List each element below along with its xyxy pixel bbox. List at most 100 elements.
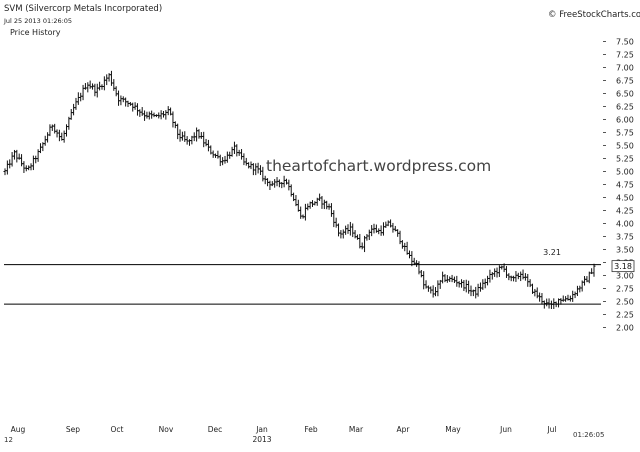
ohlc-bar <box>370 225 374 237</box>
ohlc-bar <box>476 283 480 297</box>
ohlc-bar <box>303 203 307 221</box>
last-value-badge <box>611 260 635 273</box>
ohlc-bar <box>500 265 504 270</box>
ohlc-bar <box>379 225 383 236</box>
ohlc-bar <box>17 153 21 160</box>
copyright-label: © FreeStockCharts.com <box>548 10 640 20</box>
ohlc-bar <box>318 193 322 201</box>
y-tick-label: 4.50 <box>616 194 634 203</box>
ohlc-bar <box>268 180 272 191</box>
ohlc-bar <box>519 271 523 282</box>
ohlc-bar <box>225 151 229 163</box>
y-tick-label: 5.75 <box>616 129 634 138</box>
ohlc-bar <box>112 79 116 91</box>
ohlc-bar <box>218 154 222 167</box>
x-tick-label: May <box>445 425 461 434</box>
y-tick-label: 5.50 <box>616 142 634 151</box>
ohlc-bar <box>360 242 364 250</box>
ohlc-bar <box>74 97 78 110</box>
ohlc-bar <box>81 84 85 101</box>
ohlc-bar <box>251 163 255 176</box>
ohlc-bar <box>575 285 579 297</box>
ohlc-bar <box>426 285 430 292</box>
ohlc-bar <box>571 290 575 302</box>
ohlc-bar <box>195 127 199 142</box>
annotation-label: 3.21 <box>543 248 561 257</box>
annotations: 3.21 3.18 <box>543 248 635 273</box>
ohlc-bar <box>337 223 341 237</box>
ohlc-bar <box>462 280 466 292</box>
x-tick-label: Feb <box>304 425 318 434</box>
y-tick-label: 2.25 <box>616 311 634 320</box>
last-value-label: 3.18 <box>614 262 632 271</box>
ohlc-bar <box>3 168 7 176</box>
ohlc-bar <box>176 123 180 140</box>
ohlc-bar <box>450 274 454 283</box>
ohlc-bar <box>573 291 577 299</box>
footer-year: 12 <box>4 436 13 444</box>
x-tick-label: Oct <box>111 425 124 434</box>
ohlc-bar <box>183 131 187 142</box>
ohlc-bar <box>240 149 244 160</box>
ohlc-bar <box>5 160 9 175</box>
ohlc-bar <box>138 109 142 117</box>
ohlc-bar <box>448 276 452 283</box>
y-tick-label: 6.25 <box>616 103 634 112</box>
y-tick-label: 7.50 <box>616 38 634 47</box>
ohlc-bar <box>102 76 106 91</box>
x-axis: Aug Sep Oct Nov Dec Jan Feb Mar Apr May Jun Jul 2013 <box>11 425 557 444</box>
ohlc-bar <box>247 162 251 169</box>
ohlc-bar <box>204 138 208 147</box>
ohlc-bar <box>445 275 449 283</box>
ohlc-bars <box>3 70 596 310</box>
ohlc-bar <box>114 86 118 97</box>
ohlc-bar <box>29 163 33 171</box>
y-tick-label: 7.25 <box>616 51 634 60</box>
ohlc-bar <box>197 129 201 139</box>
ohlc-bar <box>15 149 19 163</box>
x-tick-label: Jun <box>499 425 512 434</box>
ohlc-bar <box>43 135 47 146</box>
ohlc-bar <box>105 74 109 86</box>
ohlc-bar <box>230 146 234 157</box>
x-tick-label: Jan <box>255 425 268 434</box>
ohlc-bar <box>381 222 385 236</box>
ohlc-bar <box>341 229 345 239</box>
ohlc-bar <box>419 270 423 278</box>
ohlc-bar <box>436 280 440 297</box>
ohlc-bar <box>474 286 478 299</box>
ohlc-bar <box>284 178 288 185</box>
ohlc-bar <box>540 293 544 305</box>
ohlc-bar <box>282 175 286 188</box>
ohlc-bar <box>287 179 291 191</box>
chart-title: SVM (Silvercorp Metals Incorporated) <box>4 4 163 14</box>
y-tick-label: 4.75 <box>616 181 634 190</box>
ohlc-bar <box>583 276 587 286</box>
ohlc-bar <box>164 110 168 120</box>
ohlc-bar <box>561 295 565 302</box>
ohlc-bar <box>441 271 445 284</box>
ohlc-bar <box>79 92 83 102</box>
ohlc-bar <box>367 229 371 241</box>
ohlc-bar <box>93 83 97 97</box>
y-tick-label: 2.50 <box>616 298 634 307</box>
ohlc-bar <box>185 136 189 145</box>
ohlc-bar <box>322 199 326 210</box>
y-tick-label: 2.00 <box>616 324 634 333</box>
y-tick-label: 5.25 <box>616 155 634 164</box>
chart-timestamp: Jul 25 2013 01:26:05 <box>4 17 73 25</box>
ohlc-bar <box>69 109 73 120</box>
ohlc-bar <box>22 161 26 173</box>
y-tick-label: 5.00 <box>616 168 634 177</box>
ohlc-bar <box>403 242 407 252</box>
ohlc-bar <box>405 241 409 255</box>
y-tick-label: 6.75 <box>616 77 634 86</box>
ohlc-bar <box>256 162 260 174</box>
ohlc-bar <box>216 150 220 159</box>
ohlc-bar <box>50 124 54 131</box>
ohlc-bar <box>31 155 35 171</box>
ohlc-bar <box>249 161 253 170</box>
y-tick-label: 6.00 <box>616 116 634 125</box>
ohlc-bar <box>592 263 596 277</box>
ohlc-bar <box>355 234 359 240</box>
